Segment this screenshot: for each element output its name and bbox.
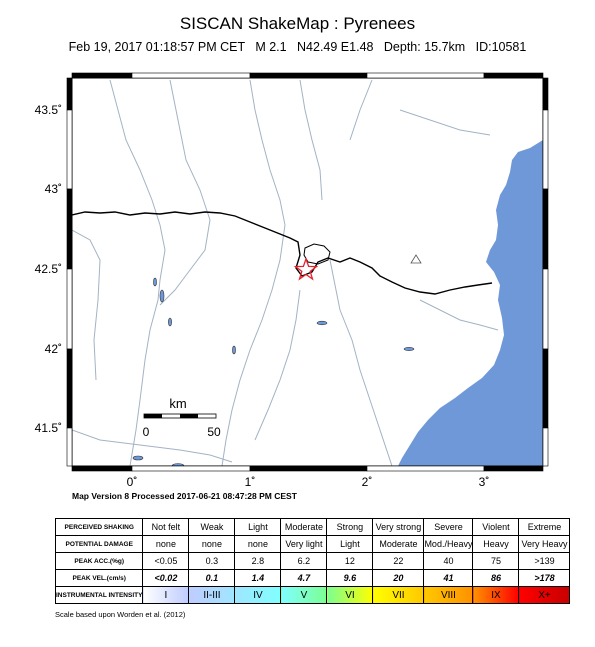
legend-row-label: INSTRUMENTAL INTENSITY <box>54 586 144 604</box>
legend-cell: Moderate <box>280 518 328 536</box>
legend-cell: Not felt <box>142 518 190 536</box>
lon-label: 0˚ <box>127 475 138 489</box>
legend-cell: Violent <box>472 518 520 536</box>
legend-cell: Extreme <box>518 518 571 536</box>
sea-area <box>398 140 543 466</box>
rivers <box>72 79 499 466</box>
legend-cell: 41 <box>423 569 474 587</box>
reservoirs <box>132 277 415 466</box>
scale-bar <box>143 413 217 419</box>
legend-cell: IX <box>472 586 520 604</box>
acc-row: PEAK ACC.(%g) <0.05 0.3 2.8 6.2 12 22 40 75 >139 <box>54 552 571 570</box>
map-title: SISCAN ShakeMap : Pyrenees <box>179 14 416 33</box>
legend-cell: VII <box>372 586 425 604</box>
event-summary: Feb 19, 2017 01:18:57 PM CET M 2.1 N42.4… <box>68 40 527 54</box>
legend-cell: >139 <box>518 552 571 570</box>
vel-row: PEAK VEL.(cm/s) <0.02 0.1 1.4 4.7 9.6 20 41 86 >1… <box>54 569 571 587</box>
star-icon <box>293 257 319 281</box>
scale-note: Scale based upon Worden et al. (2012) <box>55 610 186 619</box>
lon-label: 3˚ <box>479 475 490 489</box>
legend-cell: 86 <box>472 569 520 587</box>
scale-unit: km <box>169 396 186 411</box>
shakemap: km 0 50 43.5˚ 43˚ 42.5˚ 42˚ 41.5˚ 0˚ 1˚ … <box>35 72 549 489</box>
legend-cell: 2.8 <box>234 552 282 570</box>
legend-cell: VIII <box>423 586 474 604</box>
lon-label: 1˚ <box>245 475 256 489</box>
legend-cell: 75 <box>472 552 520 570</box>
legend-cell: Severe <box>423 518 474 536</box>
legend-cell: Light <box>326 535 374 553</box>
legend-cell: none <box>234 535 282 553</box>
latitude-labels: 43.5˚ 43˚ 42.5˚ 42˚ 41.5˚ <box>35 103 62 435</box>
legend-cell: 4.7 <box>280 569 328 587</box>
legend-cell: >178 <box>518 569 571 587</box>
legend-cell: 1.4 <box>234 569 282 587</box>
map-frame <box>66 72 549 472</box>
lat-label: 41.5˚ <box>35 421 62 435</box>
triangle-icon <box>410 254 422 264</box>
legend-cell: <0.02 <box>142 569 190 587</box>
legend-cell: Very strong <box>372 518 425 536</box>
legend-cell: VI <box>326 586 374 604</box>
scale-end: 50 <box>207 425 221 439</box>
legend-cell: II-III <box>188 586 236 604</box>
longitude-labels: 0˚ 1˚ 2˚ 3˚ <box>127 475 490 489</box>
intensity-row: INSTRUMENTAL INTENSITY I II-III IV V VI VII VII… <box>54 586 571 604</box>
legend-cell: Moderate <box>372 535 425 553</box>
legend-cell: 22 <box>372 552 425 570</box>
shaking-row: PERCEIVED SHAKING Not felt Weak Light Modera… <box>54 518 571 536</box>
legend-cell: 9.6 <box>326 569 374 587</box>
legend-row-label: POTENTIAL DAMAGE <box>54 535 144 553</box>
legend-row-label: PEAK VEL.(cm/s) <box>54 569 144 587</box>
intensity-legend: PERCEIVED SHAKING Not felt Weak Light Modera… <box>54 518 571 604</box>
legend-cell: 40 <box>423 552 474 570</box>
map-version: Map Version 8 Processed 2017-06-21 08:47… <box>72 491 297 501</box>
legend-row-label: PERCEIVED SHAKING <box>54 518 144 536</box>
legend-cell: X+ <box>518 586 571 604</box>
legend-cell: none <box>142 535 190 553</box>
lat-label: 43.5˚ <box>35 103 62 117</box>
lat-label: 42.5˚ <box>35 262 62 276</box>
legend-cell: 0.1 <box>188 569 236 587</box>
lat-label: 42˚ <box>45 342 62 356</box>
lat-label: 43˚ <box>45 182 62 196</box>
legend-cell: Very Heavy <box>518 535 571 553</box>
legend-cell: V <box>280 586 328 604</box>
legend-cell: Strong <box>326 518 374 536</box>
andorra-border <box>303 243 331 265</box>
legend-cell: 0.3 <box>188 552 236 570</box>
legend-row-label: PEAK ACC.(%g) <box>54 552 144 570</box>
legend-cell: IV <box>234 586 282 604</box>
legend-cell: Light <box>234 518 282 536</box>
legend-cell: Heavy <box>472 535 520 553</box>
legend-cell: Weak <box>188 518 236 536</box>
legend-cell: Mod./Heavy <box>423 535 474 553</box>
legend-cell: Very light <box>280 535 328 553</box>
legend-cell: 6.2 <box>280 552 328 570</box>
damage-row: POTENTIAL DAMAGE none none none Very light Li… <box>54 535 571 553</box>
country-border <box>72 211 493 295</box>
legend-cell: 20 <box>372 569 425 587</box>
legend-cell: none <box>188 535 236 553</box>
scale-start: 0 <box>143 425 150 439</box>
lon-label: 2˚ <box>362 475 373 489</box>
legend-cell: 12 <box>326 552 374 570</box>
legend-cell: I <box>142 586 190 604</box>
legend-cell: <0.05 <box>142 552 190 570</box>
